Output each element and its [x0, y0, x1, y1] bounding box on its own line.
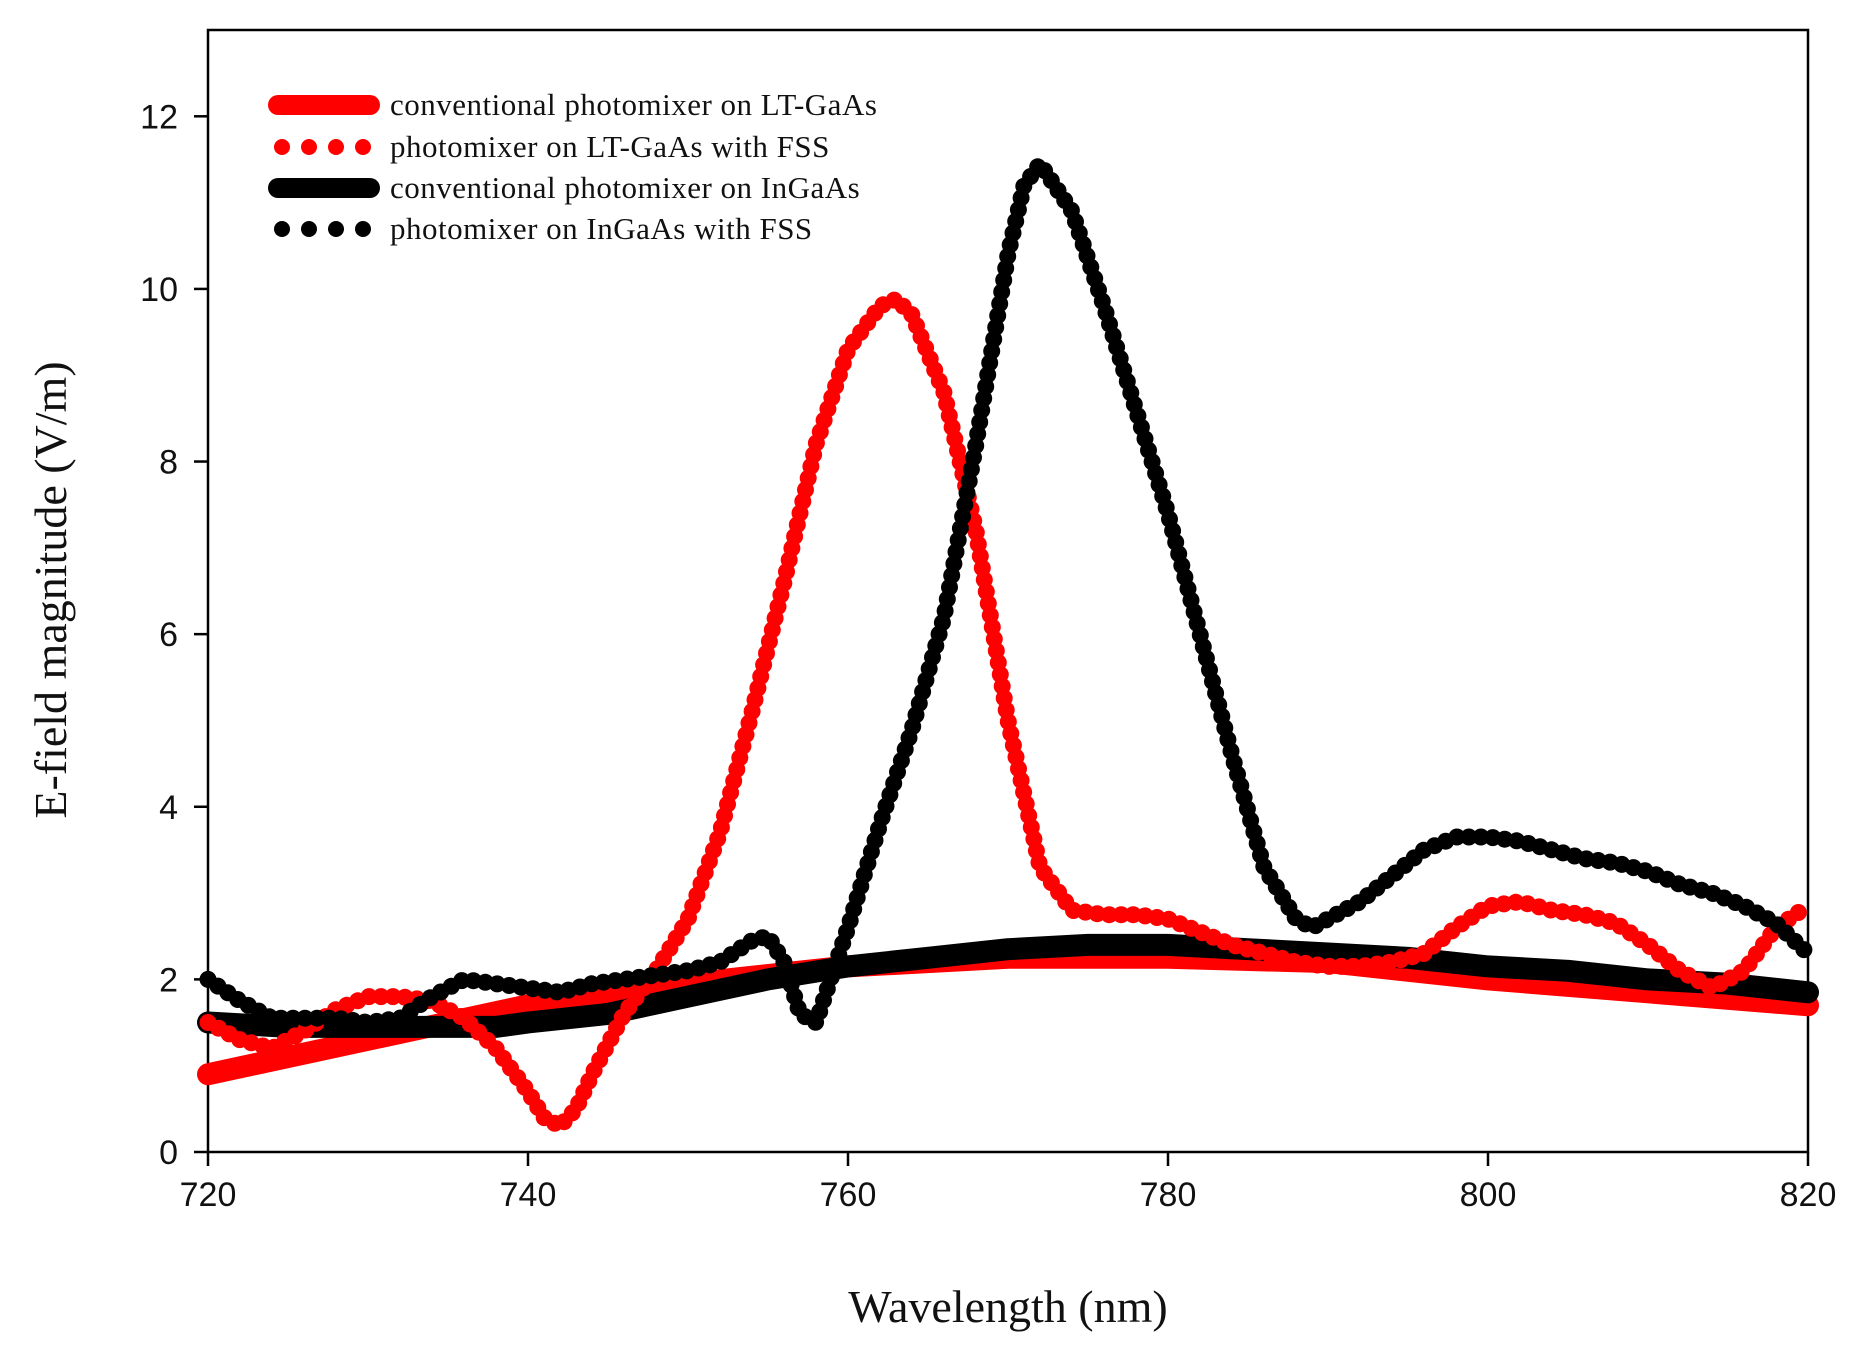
series-dot [308, 1009, 326, 1027]
y-tick-label-4: 4 [159, 789, 178, 827]
series-dot [1448, 828, 1466, 846]
x-tick-label-780: 780 [1140, 1176, 1197, 1214]
legend-label: conventional photomixer on InGaAs [390, 170, 860, 205]
series-dot [1112, 906, 1130, 924]
legend-swatch-dot [328, 139, 344, 155]
y-tick-label-0: 0 [159, 1134, 178, 1172]
legend-label: conventional photomixer on LT-GaAs [390, 87, 877, 122]
series-dot [1332, 957, 1350, 975]
series-2 [199, 291, 1807, 1132]
legend-swatch-dot [355, 221, 371, 237]
series-dot [272, 1009, 290, 1027]
plot-frame [206, 28, 1810, 1154]
legend: conventional photomixer on LT-GaAs photom… [268, 87, 877, 246]
series-layer [197, 158, 1819, 1132]
y-tick-label-8: 8 [159, 444, 178, 482]
legend-swatch-dot [301, 139, 317, 155]
series-dot [360, 988, 378, 1006]
series-dot [296, 1009, 314, 1027]
legend-swatch-dot [274, 221, 290, 237]
y-tick-label-6: 6 [159, 616, 178, 654]
x-axis-title: Wavelength (nm) [848, 1281, 1167, 1332]
legend-item-1: conventional photomixer on LT-GaAs [268, 87, 877, 122]
series-dot [1795, 941, 1813, 959]
x-tick-label-740: 740 [500, 1176, 557, 1214]
y-tick-label-2: 2 [159, 961, 178, 999]
legend-label: photomixer on LT-GaAs with FSS [390, 129, 830, 164]
y-tick-label-12: 12 [140, 98, 178, 136]
series-dot [1789, 904, 1807, 921]
series-dot [384, 988, 402, 1006]
legend-swatch-dot [355, 139, 371, 155]
series-dot [284, 1009, 302, 1027]
y-tick-label-10: 10 [140, 271, 178, 309]
axes-layer: 720 740 760 780 800 820 0 2 4 6 8 10 12 [140, 98, 1836, 1214]
legend-item-2: photomixer on LT-GaAs with FSS [274, 129, 830, 164]
x-tick-label-720: 720 [180, 1176, 237, 1214]
series-dot [1100, 906, 1118, 924]
x-tick-label-800: 800 [1460, 1176, 1517, 1214]
series-4 [199, 158, 1813, 1031]
legend-item-3: conventional photomixer on InGaAs [268, 170, 860, 205]
legend-swatch-dot [301, 221, 317, 237]
legend-swatch-dot [328, 221, 344, 237]
legend-label: photomixer on InGaAs with FSS [390, 211, 813, 246]
legend-item-4: photomixer on InGaAs with FSS [274, 211, 813, 246]
series-dot [320, 1009, 338, 1027]
y-axis-title: E-field magnitude (V/m) [25, 361, 76, 818]
legend-swatch-dot [274, 139, 290, 155]
series-dot [1460, 828, 1478, 846]
x-tick-label-820: 820 [1780, 1176, 1837, 1214]
series-dot [1320, 957, 1338, 975]
series-dot [372, 988, 390, 1006]
x-tick-label-760: 760 [820, 1176, 877, 1214]
